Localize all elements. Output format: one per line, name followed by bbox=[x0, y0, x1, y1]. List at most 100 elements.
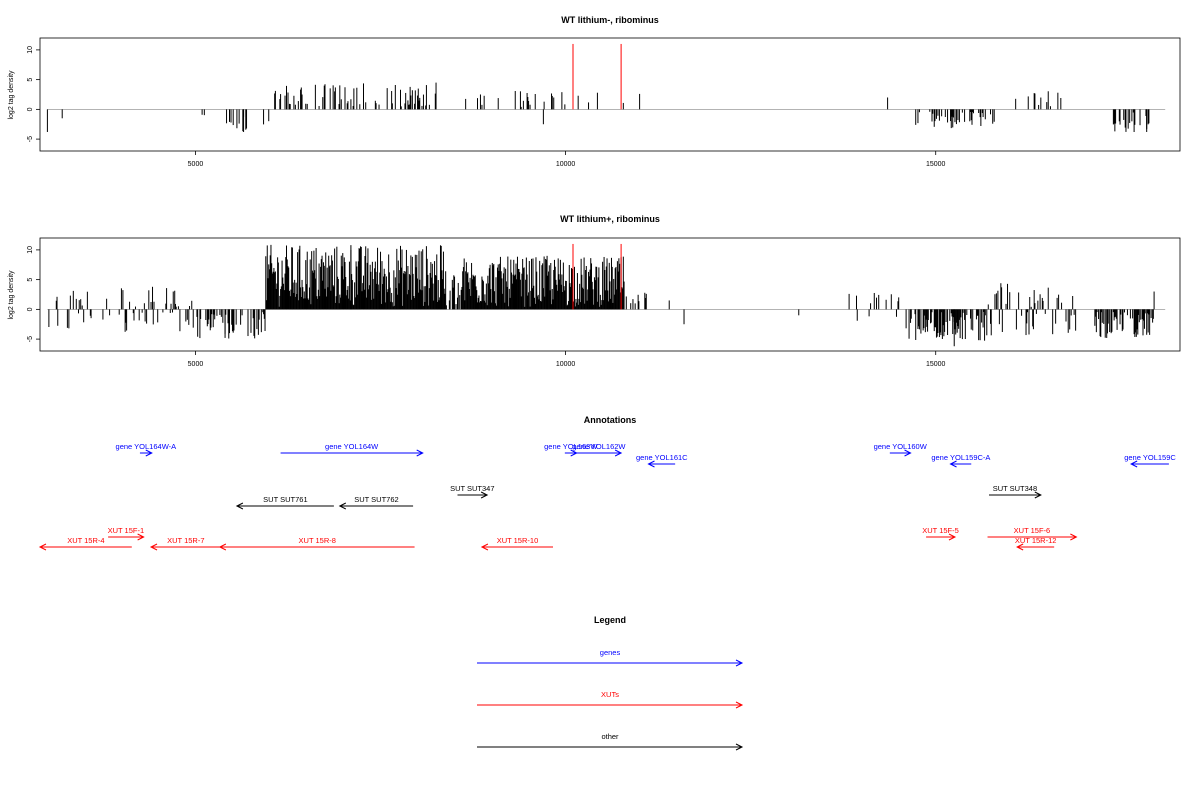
feature-label: XUT 15R-10 bbox=[497, 536, 539, 545]
annotation-feature: XUT 15R-12 bbox=[1015, 536, 1057, 551]
arrowhead bbox=[416, 449, 424, 457]
axes: -5 0 5 10 5000 10000 15000 bbox=[27, 46, 946, 168]
feature-label: gene YOL164W-A bbox=[116, 442, 177, 451]
annotation-feature: gene YOL161C bbox=[636, 453, 688, 468]
arrowhead bbox=[1016, 543, 1024, 551]
bar-series bbox=[47, 243, 1166, 347]
arrowhead bbox=[1034, 491, 1042, 499]
track-panel-lithium-plus: WT lithium+, ribominus log2 tag density … bbox=[8, 214, 1181, 368]
feature-label: SUT SUT762 bbox=[354, 495, 398, 504]
annotation-feature: gene YOL159C bbox=[1124, 453, 1176, 468]
arrowhead bbox=[735, 743, 744, 751]
arrowhead bbox=[735, 659, 744, 667]
legend-label: other bbox=[601, 732, 619, 741]
legend-panel: Legend genes XUTs other bbox=[477, 615, 744, 751]
annotation-feature: SUT SUT347 bbox=[450, 484, 495, 499]
arrowhead bbox=[1130, 460, 1138, 468]
y-tick-label: 0 bbox=[27, 107, 34, 111]
annotation-feature: XUT 15R-10 bbox=[480, 536, 553, 551]
annotation-feature: XUT 15F-5 bbox=[922, 526, 959, 541]
feature-label: gene YOL159C bbox=[1124, 453, 1176, 462]
arrowhead bbox=[38, 543, 47, 551]
annotation-feature: SUT SUT348 bbox=[989, 484, 1042, 499]
arrowhead bbox=[218, 543, 227, 551]
annotation-feature: XUT 15R-4 bbox=[38, 536, 132, 551]
annotation-feature: XUT 15F-6 bbox=[987, 526, 1078, 541]
feature-label: gene YOL159C-A bbox=[931, 453, 990, 462]
legend-label: XUTs bbox=[601, 690, 619, 699]
arrowhead bbox=[735, 701, 744, 709]
arrowhead bbox=[647, 460, 655, 468]
y-axis-label: log2 tag density bbox=[8, 70, 15, 120]
panel-title: WT lithium+, ribominus bbox=[560, 214, 660, 224]
feature-label: gene YOL164W bbox=[325, 442, 379, 451]
panel-title: WT lithium-, ribominus bbox=[561, 15, 659, 25]
arrowhead bbox=[904, 449, 912, 457]
legend-items: genes XUTs other bbox=[477, 648, 744, 751]
legend-item: other bbox=[477, 732, 744, 751]
legend-item: XUTs bbox=[477, 690, 744, 709]
arrowhead bbox=[614, 449, 623, 457]
arrowhead bbox=[480, 491, 489, 499]
annotation-feature: gene YOL159C-A bbox=[931, 453, 990, 468]
feature-label: gene YOL160W bbox=[874, 442, 928, 451]
y-tick-label: 10 bbox=[27, 46, 34, 54]
arrowhead bbox=[480, 543, 489, 551]
annotation-feature: gene YOL160W bbox=[874, 442, 928, 457]
y-tick-label: -5 bbox=[27, 336, 34, 342]
feature-label: XUT 15R-7 bbox=[167, 536, 204, 545]
arrowhead bbox=[235, 502, 244, 510]
plot-frame bbox=[39, 37, 1181, 152]
annotation-feature: SUT SUT762 bbox=[338, 495, 414, 510]
plot-frame bbox=[39, 237, 1181, 352]
annotation-feature: XUT 15F-1 bbox=[108, 526, 145, 541]
feature-label: gene YOL162W bbox=[572, 442, 626, 451]
bar-series bbox=[46, 43, 1166, 132]
annotation-feature: gene YOL162W bbox=[572, 442, 626, 457]
y-tick-label: 10 bbox=[27, 246, 34, 254]
feature-label: XUT 15F-1 bbox=[108, 526, 145, 535]
arrowhead bbox=[149, 543, 158, 551]
feature-label: SUT SUT347 bbox=[450, 484, 494, 493]
arrowhead bbox=[145, 449, 153, 457]
annotations-title: Annotations bbox=[584, 415, 637, 425]
feature-label: XUT 15F-5 bbox=[922, 526, 959, 535]
annotations-panel: Annotations gene YOL164W-A gene YOL164W ge… bbox=[38, 415, 1176, 551]
annotation-features: gene YOL164W-A gene YOL164W gene YOL163Wge… bbox=[38, 442, 1176, 551]
y-tick-label: 5 bbox=[27, 278, 34, 282]
arrowhead bbox=[949, 460, 957, 468]
annotation-feature: gene YOL164W-A bbox=[116, 442, 177, 457]
x-tick-label: 10000 bbox=[556, 361, 576, 368]
feature-label: gene YOL163W bbox=[544, 442, 598, 451]
legend-title: Legend bbox=[594, 615, 626, 625]
annotation-feature: gene YOL164W bbox=[280, 442, 424, 457]
y-axis-label: log2 tag density bbox=[8, 270, 15, 320]
track-panel-lithium-minus: WT lithium-, ribominus log2 tag density … bbox=[8, 15, 1181, 168]
annotation-feature: XUT 15R-7 bbox=[149, 536, 221, 551]
feature-label: XUT 15R-8 bbox=[299, 536, 336, 545]
annotation-feature: SUT SUT761 bbox=[235, 495, 334, 510]
x-tick-label: 5000 bbox=[188, 161, 204, 168]
legend-label: genes bbox=[600, 648, 621, 657]
axes: -5 0 5 10 5000 10000 15000 bbox=[27, 246, 946, 368]
feature-label: XUT 15F-6 bbox=[1014, 526, 1051, 535]
feature-label: SUT SUT348 bbox=[993, 484, 1037, 493]
arrowhead bbox=[137, 533, 145, 541]
arrowhead bbox=[1070, 533, 1078, 541]
y-tick-label: -5 bbox=[27, 136, 34, 142]
feature-label: XUT 15R-12 bbox=[1015, 536, 1057, 545]
arrowhead bbox=[948, 533, 957, 541]
x-tick-label: 10000 bbox=[556, 161, 576, 168]
y-tick-label: 0 bbox=[27, 307, 34, 311]
y-tick-label: 5 bbox=[27, 78, 34, 82]
feature-label: XUT 15R-4 bbox=[67, 536, 104, 545]
x-tick-label: 15000 bbox=[926, 161, 946, 168]
x-tick-label: 15000 bbox=[926, 361, 946, 368]
arrowhead bbox=[338, 502, 347, 510]
feature-label: gene YOL161C bbox=[636, 453, 688, 462]
legend-item: genes bbox=[477, 648, 744, 667]
annotation-feature: XUT 15R-8 bbox=[218, 536, 415, 551]
x-tick-label: 5000 bbox=[188, 361, 204, 368]
feature-label: SUT SUT761 bbox=[263, 495, 307, 504]
